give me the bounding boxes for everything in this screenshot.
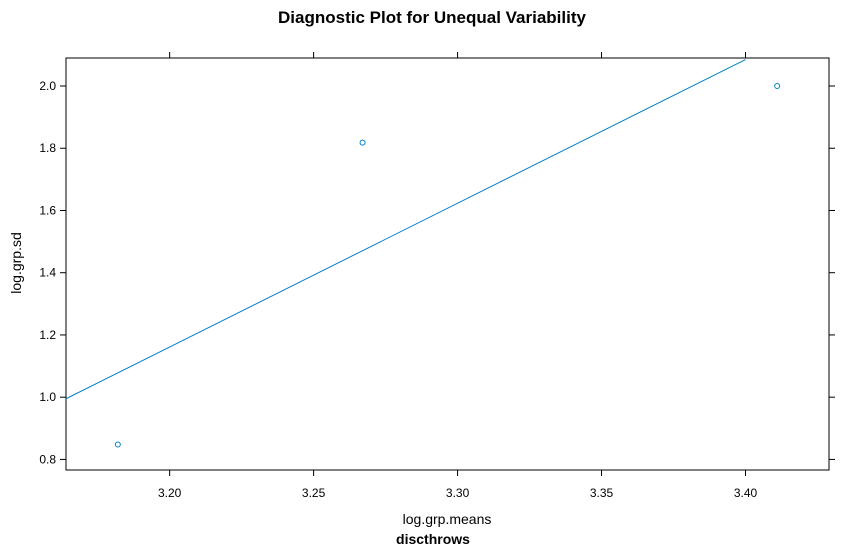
data-series [65, 59, 781, 448]
axis-ticks [60, 52, 835, 476]
x-tick-label: 3.40 [734, 486, 758, 500]
data-point [774, 83, 781, 90]
y-tick-label: 1.0 [39, 390, 56, 404]
data-point [359, 139, 366, 146]
data-point [114, 441, 121, 448]
x-tick-label: 3.30 [446, 486, 470, 500]
fit-line [65, 59, 746, 400]
y-axis-label: log.grp.sd [8, 232, 24, 293]
y-tick-label: 1.8 [39, 141, 56, 155]
x-tick-label: 3.20 [158, 486, 182, 500]
y-tick-label: 0.8 [39, 452, 56, 466]
chart-subtitle: discthrows [396, 531, 470, 547]
y-tick-label: 1.4 [39, 266, 56, 280]
y-tick-label: 2.0 [39, 79, 56, 93]
chart-title: Diagnostic Plot for Unequal Variability [278, 8, 586, 27]
x-tick-label: 3.35 [590, 486, 614, 500]
y-tick-label: 1.6 [39, 203, 56, 217]
plot-frame [65, 57, 830, 471]
x-tick-label: 3.25 [302, 486, 326, 500]
y-tick-label: 1.2 [39, 328, 56, 342]
x-axis-label: log.grp.means [403, 511, 492, 527]
tick-labels: 3.20 3.25 3.30 3.35 3.40 0.8 1.0 1.2 1.4 1.6 1.8 2.… [39, 79, 757, 500]
